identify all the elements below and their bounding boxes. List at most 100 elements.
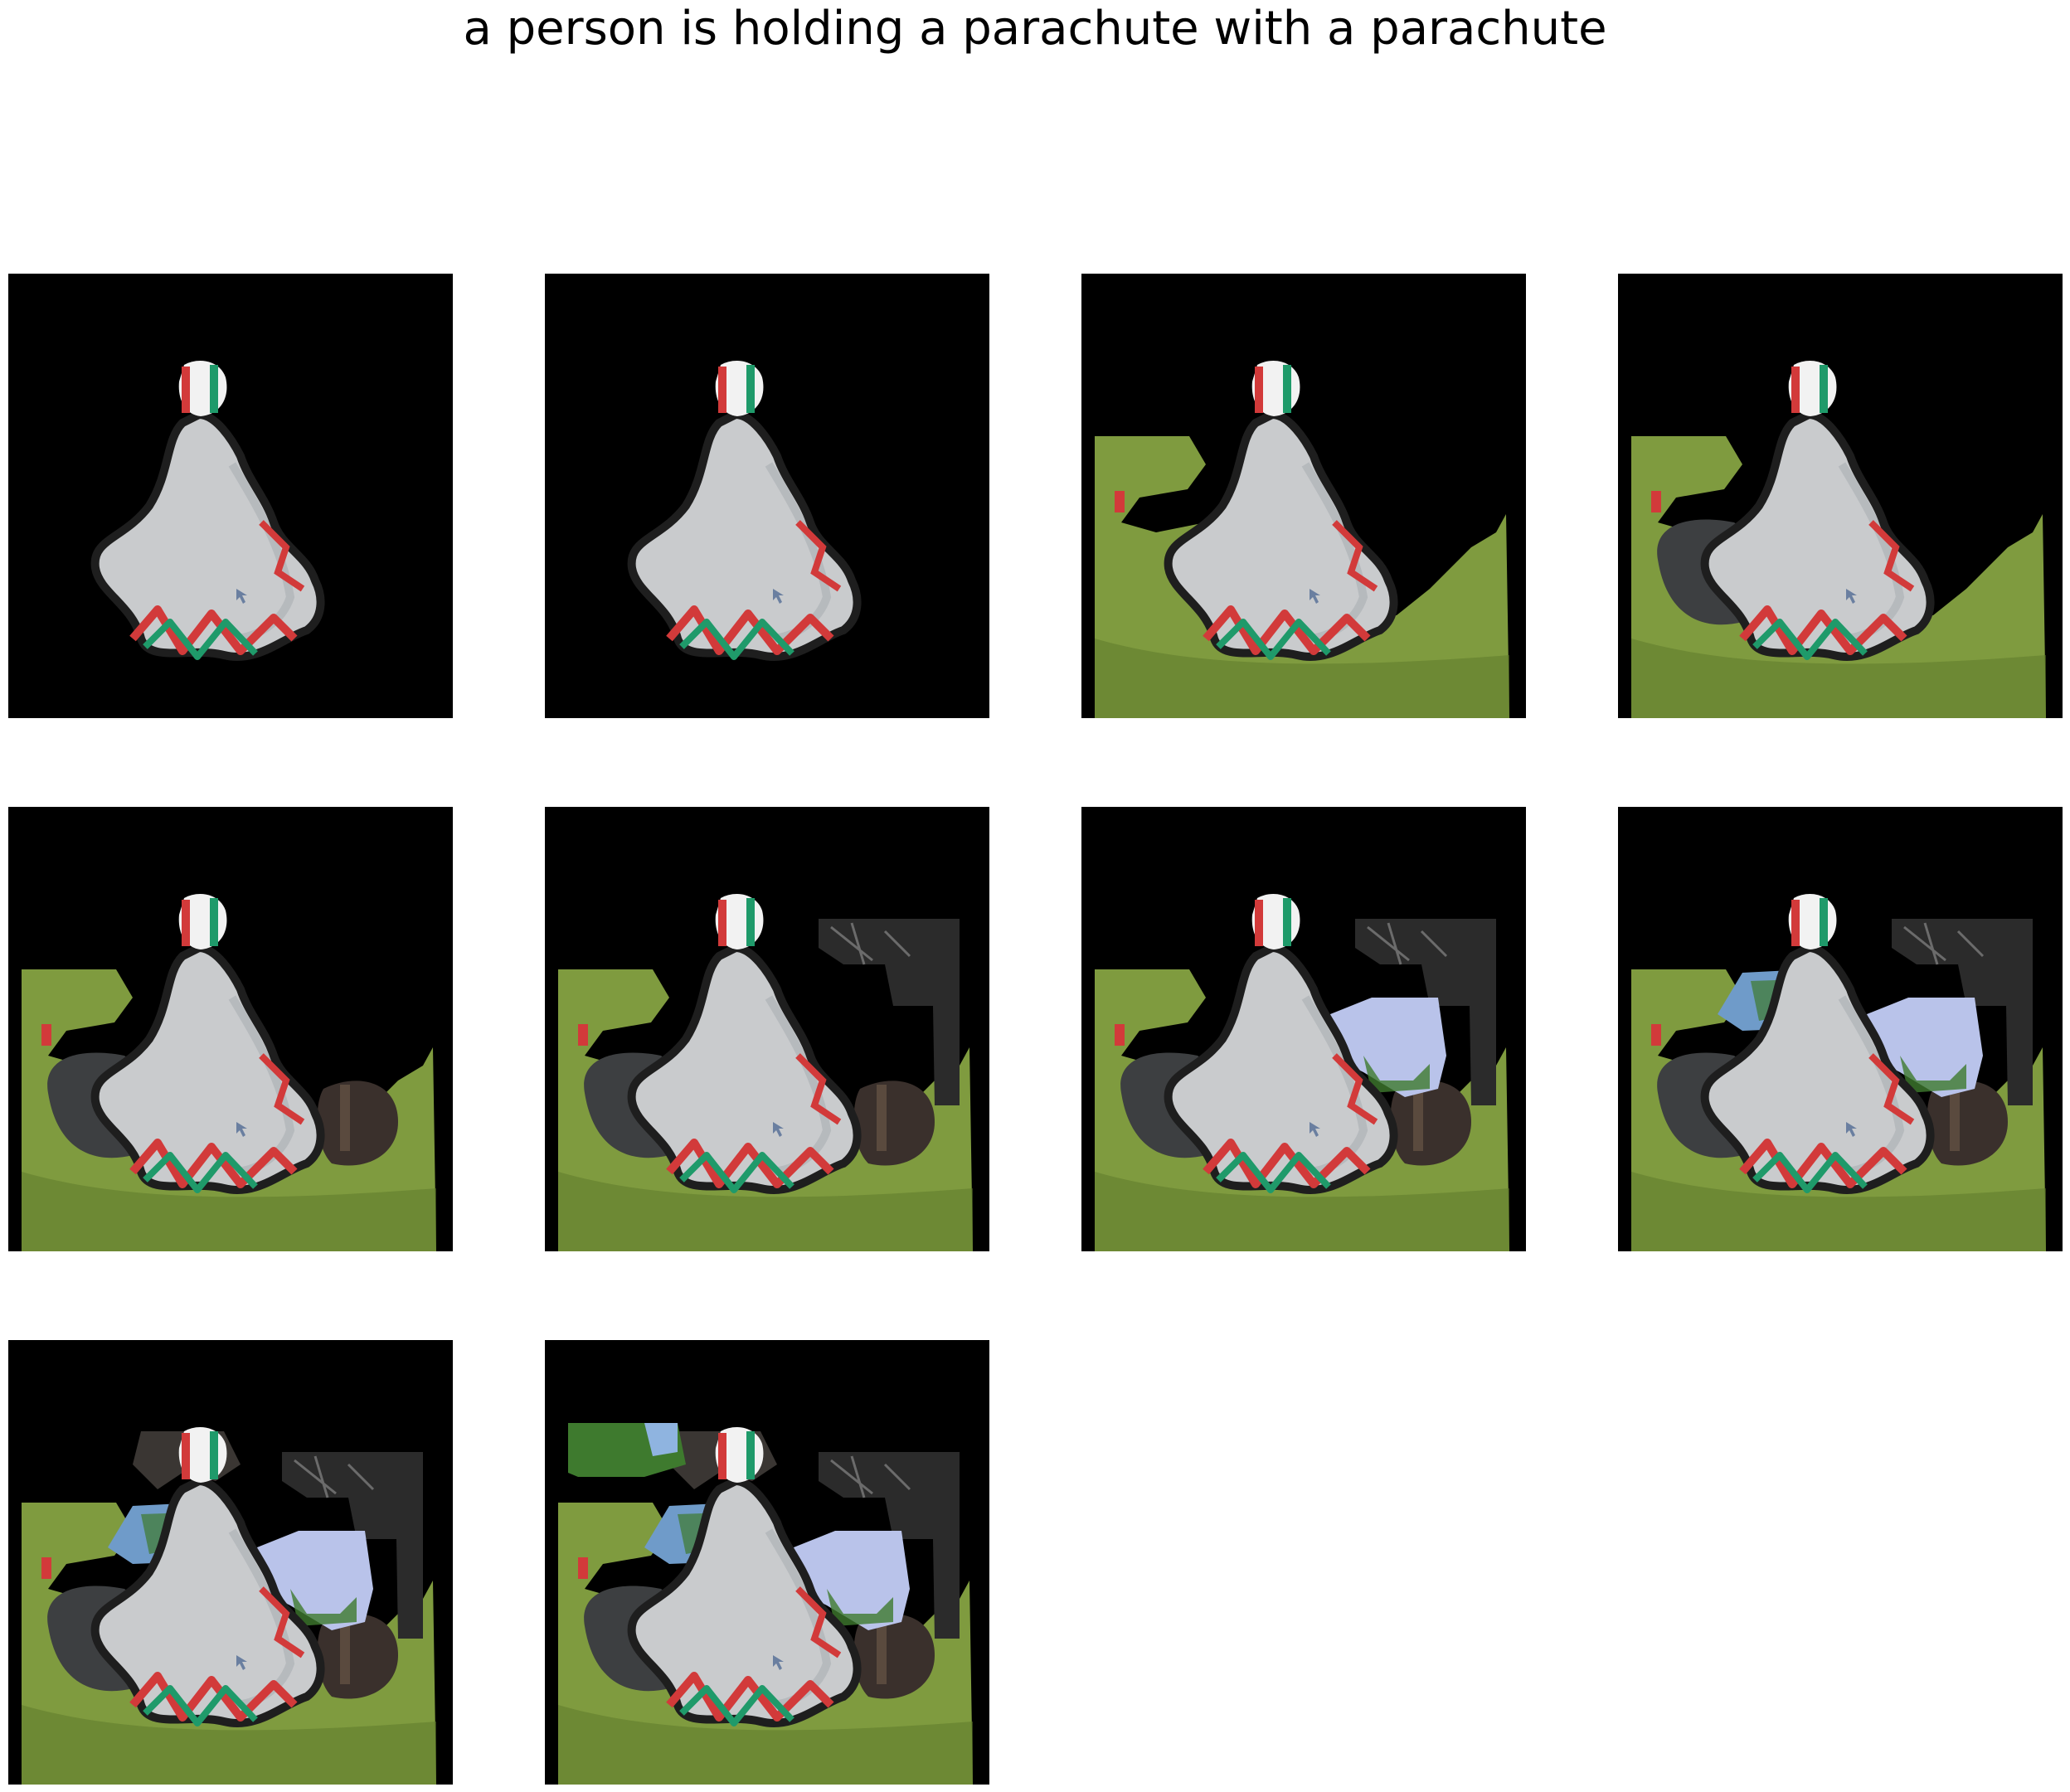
post-silhouette <box>1390 1081 1471 1166</box>
post-silhouette <box>317 1081 398 1166</box>
parachute-edge <box>627 1476 862 1727</box>
grass-region <box>1095 969 1509 1251</box>
stripe-green <box>1752 619 1868 660</box>
grass-shadow <box>22 1705 436 1785</box>
stripe-green <box>143 619 258 660</box>
cursor-glyph <box>1846 1122 1857 1137</box>
red-marker <box>578 1557 588 1579</box>
flowering-tree <box>1867 998 1983 1097</box>
figure-title: a person is holding a parachute with a p… <box>463 2 1607 56</box>
stripe-red <box>1739 605 1907 655</box>
side-stripe <box>1868 1053 1915 1125</box>
foliage-strands <box>830 922 911 965</box>
cursor-glyph <box>236 1655 247 1670</box>
side-stripe <box>795 1053 842 1125</box>
post-silhouette <box>317 1614 398 1699</box>
grass-shadow <box>1631 639 2046 718</box>
side-stripe <box>1868 520 1915 592</box>
image-panel-10 <box>545 1340 989 1785</box>
stripe-green <box>679 1685 794 1726</box>
panel-image <box>8 807 453 1251</box>
cursor-glyph <box>1310 589 1320 604</box>
foliage-strands <box>294 1455 375 1498</box>
stripe-green <box>679 1152 794 1193</box>
side-stripe <box>795 1586 842 1658</box>
grass-shadow <box>1095 1172 1509 1251</box>
parachute-canopy <box>1168 948 1394 1191</box>
stripe-green <box>1216 619 1331 660</box>
panel-image <box>545 274 989 718</box>
panel-image <box>1081 807 1526 1251</box>
dark-foliage <box>282 1452 423 1639</box>
stripe-red <box>1739 1139 1907 1188</box>
parachute-edge <box>1700 410 1935 661</box>
grass-region <box>22 1503 436 1785</box>
grass-region <box>1631 436 2046 718</box>
side-stripe <box>259 1053 305 1125</box>
stripe-red <box>666 1672 834 1722</box>
parachute-edge <box>627 943 862 1194</box>
stripe-green <box>143 1685 258 1726</box>
cursor-glyph <box>236 1122 247 1137</box>
image-panel-6 <box>545 807 989 1251</box>
dark-foliage <box>1355 919 1496 1105</box>
red-marker <box>41 1024 51 1046</box>
cursor-glyph <box>773 1655 784 1670</box>
flower-leaves <box>1363 1056 1430 1093</box>
cursor-glyph <box>1310 1122 1320 1137</box>
post-stripe <box>877 1085 887 1151</box>
flowering-tree <box>794 1531 910 1630</box>
image-panel-2 <box>545 274 989 718</box>
parachute-canopy <box>95 415 321 658</box>
panel-image <box>1618 274 2063 718</box>
dark-foliage <box>1892 919 2033 1105</box>
stripe-green <box>143 1152 258 1193</box>
grass-shadow <box>1095 639 1509 718</box>
grass-region <box>1095 436 1509 718</box>
grass-shadow <box>22 1172 436 1251</box>
stripe-green <box>679 619 794 660</box>
post-stripe <box>1413 1085 1423 1151</box>
parachute-edge <box>1164 410 1398 661</box>
parachute-canopy <box>1704 948 1931 1191</box>
parachute-edge <box>90 410 325 661</box>
parachute-canopy <box>95 948 321 1191</box>
stripe-green <box>1752 1152 1868 1193</box>
flowering-tree <box>257 1531 373 1630</box>
stripe-red <box>1203 1139 1371 1188</box>
grass-region <box>558 969 973 1251</box>
side-stripe <box>259 1586 305 1658</box>
image-panel-8 <box>1618 807 2063 1251</box>
post-stripe <box>340 1618 350 1684</box>
red-marker <box>578 1024 588 1046</box>
flowering-tree <box>1330 998 1446 1097</box>
stripe-red <box>129 605 298 655</box>
panel-image <box>8 274 453 718</box>
dark-foliage <box>819 1452 960 1639</box>
parachute-edge <box>90 943 325 1194</box>
flower-leaves <box>290 1589 357 1626</box>
foliage-strands <box>1903 922 1985 965</box>
dark-foliage <box>819 919 960 1105</box>
red-marker <box>1651 1024 1661 1046</box>
side-stripe <box>795 520 842 592</box>
grass-shadow <box>558 1705 973 1785</box>
cursor-glyph <box>773 1122 784 1137</box>
image-panel-5 <box>8 807 453 1251</box>
parachute-edge <box>1164 943 1398 1194</box>
post-silhouette <box>1927 1081 2008 1166</box>
grass-shadow <box>558 1172 973 1251</box>
post-silhouette <box>853 1614 935 1699</box>
cursor-glyph <box>236 589 247 604</box>
stripe-red <box>666 1139 834 1188</box>
flower-leaves <box>1900 1056 1966 1093</box>
parachute-canopy <box>1168 415 1394 658</box>
image-panel-9 <box>8 1340 453 1785</box>
grass-region <box>22 969 436 1251</box>
panel-image <box>545 807 989 1251</box>
top-tree-sky <box>644 1423 678 1456</box>
side-stripe <box>1332 520 1378 592</box>
stripe-red <box>129 1672 298 1722</box>
image-panel-4 <box>1618 274 2063 718</box>
red-marker <box>1115 491 1125 512</box>
